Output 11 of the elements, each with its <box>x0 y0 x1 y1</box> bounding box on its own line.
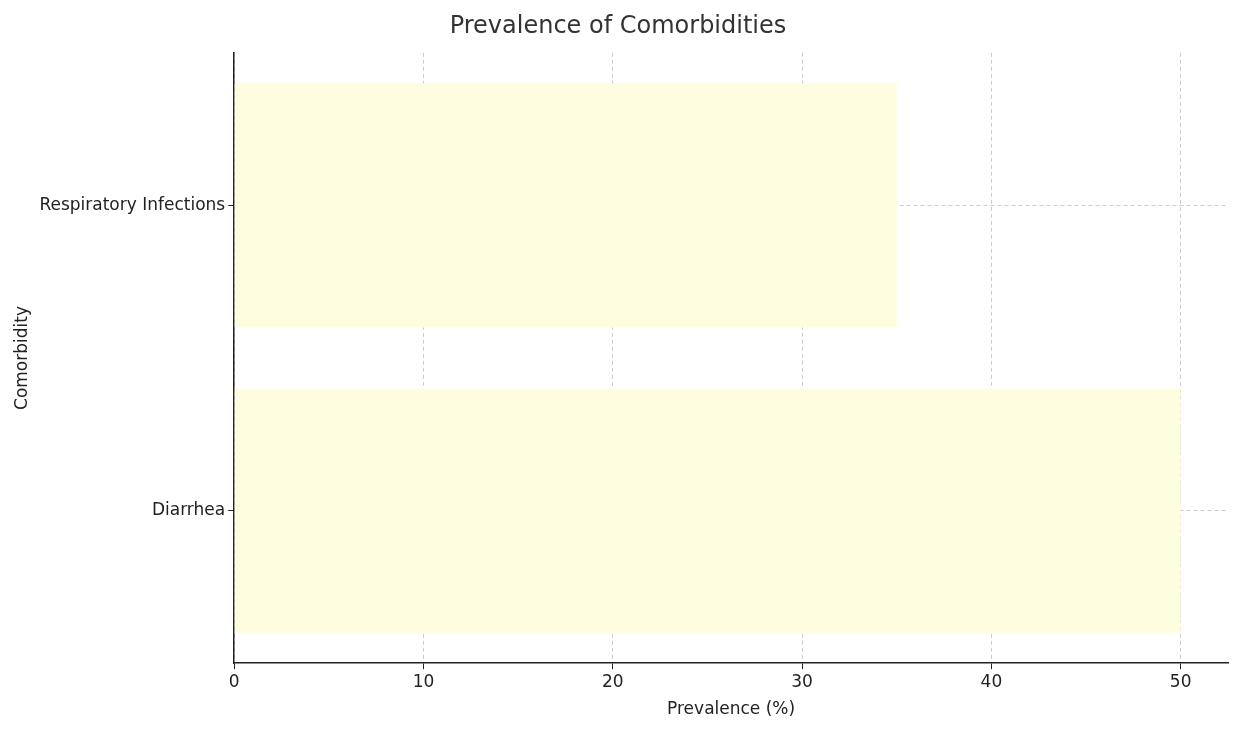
chart-title: Prevalence of Comorbidities <box>449 10 787 39</box>
x-tick-label: 0 <box>228 670 240 691</box>
y-tick-label: Respiratory Infections <box>39 193 226 214</box>
y-axis-title: Comorbidity <box>10 306 31 410</box>
x-tick-label: 20 <box>601 670 624 691</box>
y-tick-label: Diarrhea <box>151 499 226 520</box>
x-tick-label: 10 <box>412 670 435 691</box>
x-tick-label: 50 <box>1169 670 1192 691</box>
x-tick-label: 30 <box>791 670 813 691</box>
x-tick-label: 40 <box>980 670 1003 691</box>
x-axis-title: Prevalence (%) <box>667 698 796 719</box>
